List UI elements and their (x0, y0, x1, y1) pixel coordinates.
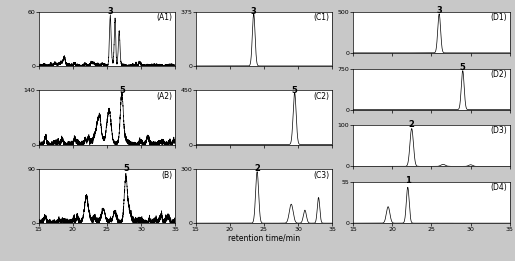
Text: (A2): (A2) (157, 92, 173, 101)
Text: (D3): (D3) (490, 127, 507, 135)
Text: (C1): (C1) (314, 13, 330, 22)
Text: (C2): (C2) (314, 92, 330, 101)
Text: 3: 3 (108, 7, 113, 16)
Text: 3: 3 (251, 7, 256, 16)
Text: 1: 1 (405, 176, 410, 185)
X-axis label: retention time/min: retention time/min (228, 234, 300, 243)
Text: 5: 5 (291, 86, 298, 95)
Text: 5: 5 (460, 63, 466, 72)
Text: 5: 5 (119, 86, 125, 95)
Text: 5: 5 (123, 164, 129, 173)
Text: (D2): (D2) (490, 70, 507, 79)
Text: (C3): (C3) (313, 171, 330, 180)
Text: (A1): (A1) (157, 13, 173, 22)
Text: (D4): (D4) (490, 183, 507, 192)
Text: 2: 2 (409, 120, 415, 129)
Text: (B): (B) (161, 171, 173, 180)
Text: 3: 3 (436, 6, 442, 15)
Text: (D1): (D1) (490, 13, 507, 22)
Text: 2: 2 (254, 164, 260, 173)
